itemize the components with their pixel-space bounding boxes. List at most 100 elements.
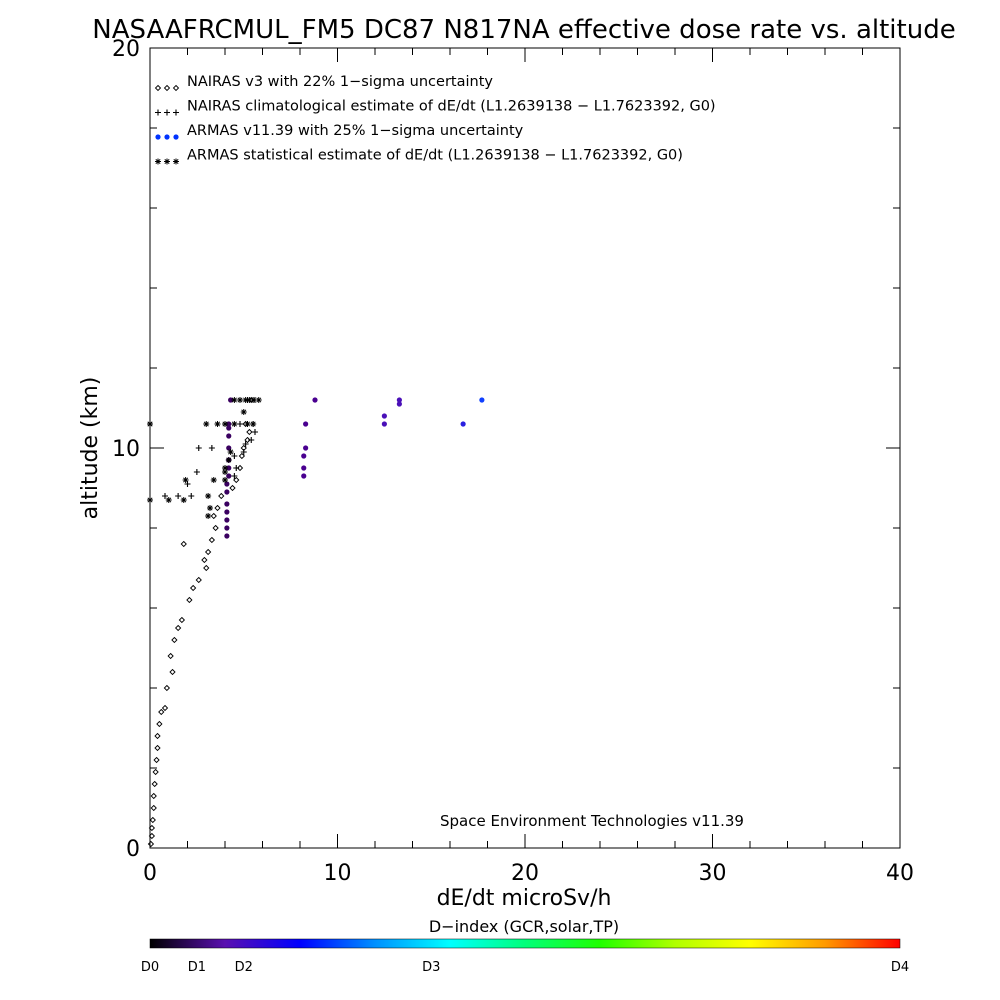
- nairas-v3-point: [236, 464, 244, 472]
- y-tick-label: 20: [112, 37, 140, 62]
- nairas-climatological-point: [208, 445, 215, 451]
- armas-statistical-point: [231, 397, 238, 403]
- nairas-v3-point: [150, 792, 157, 800]
- nairas-v3-point: [201, 556, 208, 564]
- nairas-v3-point: [149, 816, 156, 824]
- armas-point: [479, 397, 485, 403]
- armas-statistical-point: [205, 493, 212, 499]
- x-tick-label: 40: [886, 861, 914, 886]
- armas-point: [460, 421, 466, 427]
- nairas-climatological-point: [237, 421, 243, 427]
- nairas-v3-point: [244, 436, 251, 444]
- nairas-v3-point: [154, 732, 161, 740]
- armas-point: [224, 517, 230, 523]
- armas-statistical-point: [246, 397, 253, 403]
- armas-statistical-point: [222, 421, 228, 427]
- armas-statistical-point: [231, 421, 238, 427]
- armas-statistical-point: [203, 421, 210, 427]
- nairas-climatological-point: [162, 493, 168, 499]
- legend-symbol: [172, 84, 180, 92]
- nairas-climatological-point: [193, 469, 200, 475]
- legend-symbol: [155, 158, 161, 165]
- nairas-climatological-point: [231, 473, 238, 479]
- armas-statistical-point: [207, 505, 213, 511]
- nairas-v3-point: [148, 832, 156, 840]
- armas-point: [301, 465, 307, 471]
- x-axis-label: dE/dt microSv/h: [437, 886, 612, 911]
- armas-point: [224, 501, 230, 507]
- armas-point: [226, 421, 232, 427]
- nairas-v3-point: [238, 452, 246, 460]
- armas-statistical-point: [244, 421, 251, 427]
- armas-point: [224, 481, 230, 487]
- armas-statistical-point: [222, 477, 228, 483]
- legend-symbol: [155, 109, 161, 116]
- armas-statistical-point: [222, 465, 228, 471]
- armas-point: [226, 465, 232, 471]
- armas-point: [381, 413, 387, 419]
- nairas-v3-point: [203, 564, 210, 572]
- armas-point: [312, 397, 318, 403]
- legend-symbol: [155, 134, 161, 140]
- legend: NAIRAS v3 with 22% 1−sigma uncertainty NA…: [154, 74, 716, 165]
- y-tick-label: 10: [112, 437, 140, 462]
- colorbar-label: D0: [141, 960, 159, 975]
- armas-point: [228, 397, 234, 403]
- armas-point: [224, 525, 230, 531]
- armas-statistical-point: [182, 477, 189, 483]
- nairas-v3-point: [229, 484, 236, 492]
- nairas-v3-point: [195, 576, 202, 584]
- armas-statistical-point: [225, 457, 232, 463]
- legend-symbol: [173, 134, 179, 140]
- colorbar-labels: D0 D1 D2 D3 D4: [141, 960, 909, 975]
- nairas-v3-point: [167, 652, 174, 660]
- nairas-climatological-point: [231, 453, 238, 459]
- colorbar-title: D−index (GCR,solar,TP): [429, 917, 619, 936]
- armas-statistical-point: [214, 421, 221, 427]
- armas-statistical-point: [210, 477, 217, 483]
- nairas-v3-point: [169, 668, 176, 676]
- colorbar: [149, 938, 901, 949]
- nairas-climatological-point: [233, 465, 240, 471]
- nairas-v3-point: [161, 704, 169, 712]
- nairas-v3-point: [153, 756, 160, 764]
- nairas-v3-point: [208, 536, 216, 544]
- armas-statistical-point: [240, 409, 247, 415]
- armas-point: [226, 425, 232, 431]
- axis-ticks: [149, 47, 901, 849]
- colorbar-label: D2: [235, 960, 253, 975]
- nairas-v3-point: [154, 744, 161, 752]
- armas-statistical-point: [250, 421, 257, 427]
- armas-statistical-point: [205, 513, 212, 519]
- nairas-v3-point: [218, 492, 225, 500]
- legend-item-nairas-v3: NAIRAS v3 with 22% 1−sigma uncertainty: [187, 74, 493, 90]
- nairas-climatological-point: [240, 449, 247, 455]
- armas-point: [396, 401, 402, 407]
- nairas-climatological-point: [252, 429, 258, 435]
- chart-title: NASAAFRCMUL_FM5 DC87 N817NA effective do…: [92, 15, 955, 45]
- nairas-v3-point: [214, 504, 221, 512]
- credit-annotation: Space Environment Technologies v11.39: [440, 812, 744, 830]
- nairas-climatological-point: [175, 493, 182, 499]
- nairas-v3-point: [163, 684, 171, 692]
- armas-statistical-point: [147, 421, 153, 427]
- legend-item-nairas-climatological: NAIRAS climatological estimate of dE/dt …: [187, 99, 716, 115]
- nairas-v3-point: [246, 428, 253, 436]
- armas-statistical-point: [222, 469, 228, 475]
- armas-statistical-point: [237, 397, 243, 403]
- y-tick-label: 0: [126, 837, 140, 862]
- nairas-v3-point: [186, 596, 193, 604]
- armas-statistical-point: [250, 397, 257, 403]
- nairas-v3-point: [204, 548, 212, 556]
- colorbar-label: D4: [891, 960, 909, 975]
- y-axis-label: altitude (km): [78, 377, 103, 520]
- legend-symbol: [164, 134, 170, 140]
- nairas-v3-point: [233, 476, 240, 484]
- armas-point: [303, 445, 309, 451]
- nairas-climatological-point: [195, 445, 202, 451]
- nairas-v3-point: [158, 708, 165, 716]
- armas-point: [301, 453, 307, 459]
- nairas-v3-point: [180, 540, 187, 548]
- armas-point: [224, 489, 230, 495]
